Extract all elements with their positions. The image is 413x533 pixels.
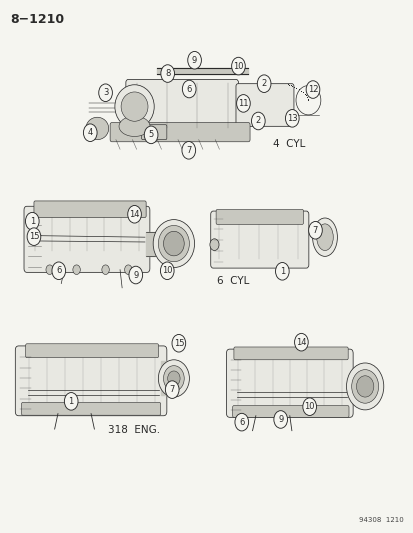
FancyBboxPatch shape (210, 211, 308, 268)
Circle shape (235, 414, 248, 431)
Circle shape (26, 212, 39, 230)
Ellipse shape (167, 371, 180, 386)
Ellipse shape (153, 220, 194, 268)
Text: 3: 3 (103, 88, 108, 97)
Circle shape (144, 126, 158, 144)
Text: 15: 15 (173, 339, 184, 348)
Ellipse shape (163, 366, 184, 391)
Text: 4  CYL: 4 CYL (273, 139, 305, 149)
Text: 8−1210: 8−1210 (10, 13, 64, 26)
Text: 6: 6 (186, 85, 191, 93)
Ellipse shape (115, 85, 154, 128)
Circle shape (182, 142, 195, 159)
FancyBboxPatch shape (26, 344, 158, 358)
Circle shape (273, 410, 287, 429)
Text: 9: 9 (133, 271, 138, 279)
Circle shape (46, 265, 53, 274)
Ellipse shape (119, 116, 150, 136)
Text: 13: 13 (286, 114, 297, 123)
Circle shape (161, 65, 174, 83)
Circle shape (64, 392, 78, 410)
Circle shape (83, 124, 97, 142)
Circle shape (285, 109, 298, 127)
Text: 11: 11 (237, 99, 248, 108)
Circle shape (236, 94, 249, 112)
Text: 9: 9 (192, 56, 197, 64)
Circle shape (127, 205, 141, 223)
Circle shape (187, 51, 201, 69)
Ellipse shape (346, 363, 383, 410)
Circle shape (294, 334, 307, 351)
Text: 10: 10 (233, 62, 243, 70)
Circle shape (275, 263, 288, 280)
FancyBboxPatch shape (232, 406, 348, 417)
Ellipse shape (356, 376, 373, 397)
Text: 10: 10 (304, 402, 314, 411)
Text: 10: 10 (161, 266, 172, 275)
FancyBboxPatch shape (34, 201, 146, 217)
Ellipse shape (158, 360, 189, 397)
Circle shape (306, 80, 319, 99)
Circle shape (52, 262, 65, 279)
FancyBboxPatch shape (233, 347, 347, 360)
Circle shape (231, 57, 244, 75)
Text: 5: 5 (148, 131, 153, 139)
Text: 1: 1 (69, 397, 74, 406)
Circle shape (124, 265, 132, 274)
Text: 318  ENG.: 318 ENG. (107, 425, 159, 435)
Text: 6: 6 (56, 266, 61, 275)
Ellipse shape (158, 225, 189, 262)
FancyBboxPatch shape (226, 349, 352, 417)
Text: 7: 7 (312, 226, 317, 235)
Circle shape (129, 266, 142, 284)
Ellipse shape (316, 224, 332, 251)
Circle shape (99, 84, 112, 102)
Text: 8: 8 (165, 69, 170, 78)
Text: 6: 6 (239, 418, 244, 426)
Circle shape (73, 265, 80, 274)
FancyBboxPatch shape (24, 206, 150, 272)
Text: 9: 9 (278, 415, 282, 424)
FancyBboxPatch shape (110, 123, 249, 142)
Ellipse shape (121, 92, 148, 122)
Circle shape (251, 112, 265, 130)
Text: 12: 12 (307, 85, 318, 94)
Text: 7: 7 (169, 385, 174, 394)
Text: 2: 2 (261, 79, 266, 88)
FancyBboxPatch shape (15, 346, 166, 416)
FancyBboxPatch shape (216, 209, 303, 224)
Circle shape (160, 262, 174, 279)
Circle shape (102, 265, 109, 274)
Ellipse shape (163, 231, 184, 256)
Text: 14: 14 (129, 210, 140, 219)
Text: 14: 14 (295, 338, 306, 346)
Circle shape (308, 222, 322, 239)
Circle shape (209, 239, 218, 251)
FancyBboxPatch shape (126, 79, 238, 131)
Text: 7: 7 (186, 146, 191, 155)
Ellipse shape (351, 370, 378, 403)
FancyBboxPatch shape (21, 402, 160, 415)
Text: 4: 4 (88, 128, 93, 137)
Ellipse shape (85, 117, 108, 140)
Text: 6  CYL: 6 CYL (217, 276, 249, 286)
Text: 94308  1210: 94308 1210 (358, 518, 403, 523)
FancyBboxPatch shape (235, 84, 293, 126)
Circle shape (256, 75, 270, 93)
Text: 1: 1 (30, 217, 35, 225)
Circle shape (27, 228, 40, 245)
Text: 15: 15 (28, 232, 39, 241)
Circle shape (182, 80, 196, 98)
Circle shape (165, 381, 178, 399)
Text: 1: 1 (279, 267, 284, 276)
FancyBboxPatch shape (141, 125, 166, 140)
Circle shape (172, 335, 185, 352)
Ellipse shape (312, 218, 337, 256)
Circle shape (302, 398, 316, 416)
Text: 2: 2 (255, 117, 260, 125)
